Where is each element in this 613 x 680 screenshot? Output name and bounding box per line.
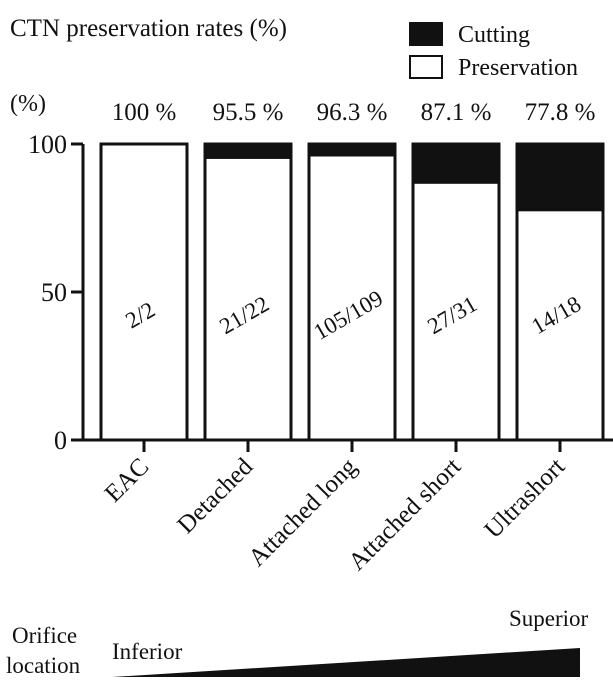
bar-cutting bbox=[411, 142, 501, 184]
bar-cutting bbox=[307, 142, 397, 157]
y-tick-label: 100 bbox=[28, 130, 67, 159]
orifice-gradient-wedge bbox=[112, 648, 580, 677]
chart-title: CTN preservation rates (%) bbox=[10, 15, 287, 42]
x-category-label: Ultrashort bbox=[479, 453, 570, 544]
y-tick-label: 0 bbox=[54, 426, 67, 455]
bar-preservation bbox=[515, 208, 605, 442]
superior-label: Superior bbox=[509, 606, 589, 631]
bar-top-label: 100 % bbox=[112, 99, 177, 126]
x-category-label: EAC bbox=[100, 453, 154, 507]
x-category-label: Detached bbox=[172, 453, 258, 539]
bar-preservation bbox=[203, 155, 293, 442]
legend-label-preservation: Preservation bbox=[458, 55, 578, 81]
y-tick-label: 50 bbox=[41, 278, 67, 307]
bar-top-label: 87.1 % bbox=[421, 99, 492, 126]
x-category-label: Attached long bbox=[243, 453, 362, 572]
y-axis: 0 50 100 bbox=[28, 130, 85, 455]
bar-top-label: 95.5 % bbox=[213, 99, 284, 126]
bars bbox=[83, 142, 613, 442]
bar-cutting bbox=[515, 142, 605, 212]
legend: Cutting Preservation bbox=[409, 22, 578, 81]
x-category-label: Attached short bbox=[344, 453, 467, 576]
legend-label-cutting: Cutting bbox=[458, 22, 530, 48]
bar-cutting bbox=[203, 142, 293, 159]
bar-top-label: 77.8 % bbox=[525, 99, 596, 126]
bar-preservation bbox=[99, 142, 189, 442]
orifice-label-line2: location bbox=[6, 653, 81, 678]
bar-top-label: 96.3 % bbox=[317, 99, 388, 126]
legend-swatch-cutting bbox=[409, 22, 443, 46]
y-axis-label: (%) bbox=[10, 91, 46, 117]
inferior-label: Inferior bbox=[112, 639, 183, 664]
orifice-label-line1: Orifice bbox=[12, 623, 77, 648]
legend-swatch-preservation bbox=[409, 55, 443, 79]
